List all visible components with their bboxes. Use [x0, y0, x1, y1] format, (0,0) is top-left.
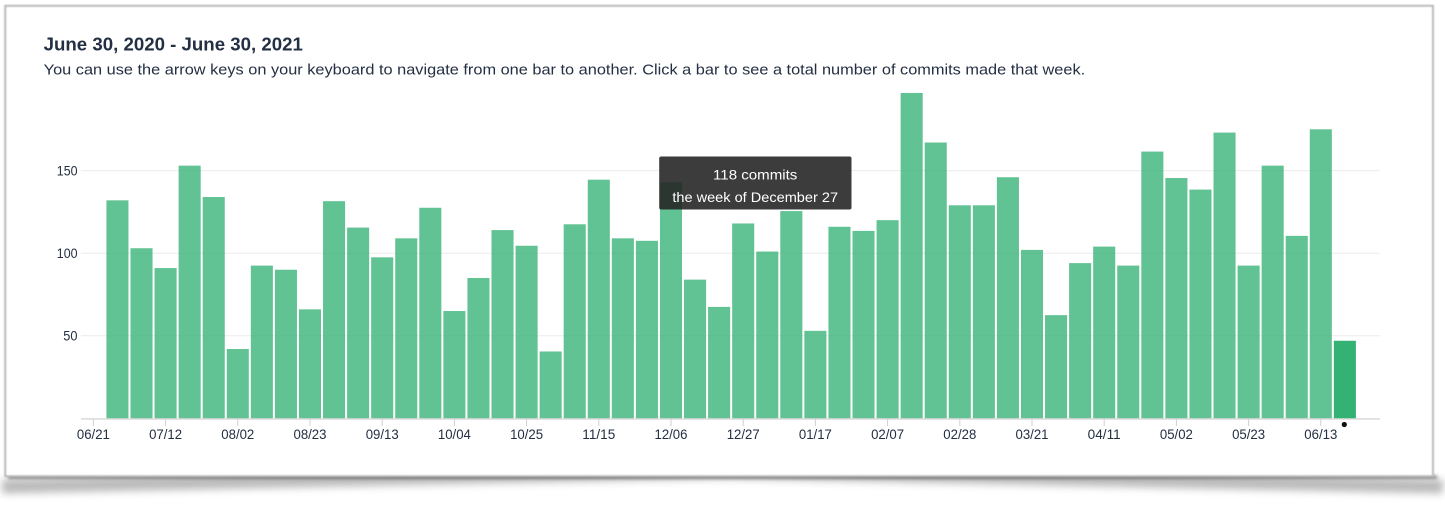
svg-text:08/23: 08/23	[293, 427, 326, 442]
svg-text:150: 150	[57, 163, 78, 178]
svg-text:100: 100	[57, 246, 78, 261]
svg-text:02/07: 02/07	[871, 427, 904, 442]
svg-text:50: 50	[63, 329, 77, 344]
svg-text:10/25: 10/25	[510, 427, 543, 442]
svg-text:the week of December 27: the week of December 27	[672, 189, 838, 205]
svg-text:06/21: 06/21	[77, 427, 110, 442]
svg-text:07/12: 07/12	[149, 427, 182, 442]
svg-text:08/02: 08/02	[221, 427, 254, 442]
svg-text:12/27: 12/27	[727, 427, 760, 442]
svg-text:10/04: 10/04	[438, 427, 471, 442]
svg-text:You can use the arrow keys on: You can use the arrow keys on your keybo…	[44, 62, 1086, 78]
svg-text:04/11: 04/11	[1088, 427, 1121, 442]
svg-text:01/17: 01/17	[799, 427, 832, 442]
svg-text:11/15: 11/15	[582, 427, 615, 442]
svg-text:02/28: 02/28	[943, 427, 976, 442]
svg-text:06/13: 06/13	[1304, 427, 1337, 442]
svg-text:05/02: 05/02	[1160, 427, 1193, 442]
svg-text:118 commits: 118 commits	[713, 167, 797, 183]
svg-text:June 30, 2020 - June 30, 2021: June 30, 2020 - June 30, 2021	[44, 33, 303, 54]
svg-text:05/23: 05/23	[1232, 427, 1265, 442]
svg-text:03/21: 03/21	[1016, 427, 1049, 442]
svg-text:12/06: 12/06	[654, 427, 687, 442]
svg-text:09/13: 09/13	[366, 427, 399, 442]
